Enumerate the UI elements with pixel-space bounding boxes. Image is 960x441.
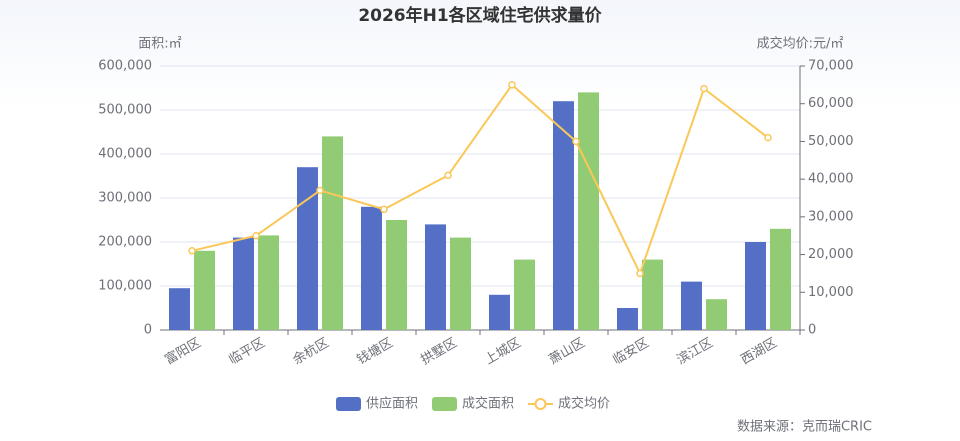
chart-title: 2026年H1各区域住宅供求量价	[358, 5, 602, 26]
bar	[770, 228, 791, 330]
x-tick-label: 上城区	[482, 336, 523, 368]
bar	[642, 259, 663, 330]
bar	[514, 259, 535, 330]
line-point	[636, 269, 644, 278]
source-note: 数据来源：克而瑞CRIC	[737, 420, 872, 435]
legend-label: 成交面积	[462, 396, 514, 412]
x-tick-label: 临安区	[610, 336, 651, 368]
y2-tick-label: 10,000	[808, 285, 854, 300]
bar	[386, 220, 407, 330]
x-tick-label: 西湖区	[738, 336, 779, 368]
y-tick-label: 0	[144, 323, 152, 338]
bar	[297, 167, 318, 330]
line-point	[572, 137, 580, 146]
x-tick-label: 滨江区	[674, 335, 716, 368]
bar	[322, 136, 343, 330]
line	[191, 83, 769, 277]
bar	[258, 235, 279, 330]
line-point	[316, 186, 324, 195]
legend-label: 成交均价	[558, 396, 610, 412]
bar	[489, 294, 510, 330]
y-tick-label: 600,000	[98, 59, 152, 74]
x-tick-label: 萧山区	[546, 336, 587, 368]
bar	[194, 250, 215, 330]
y-tick-label: 300,000	[98, 191, 152, 206]
y-axis-label: 面积:㎡	[138, 37, 181, 52]
line-point	[188, 247, 196, 255]
x-tick-label: 临平区	[226, 336, 267, 368]
line-point	[700, 84, 708, 93]
x-tick-label: 拱墅区	[418, 336, 459, 368]
line-point	[444, 171, 452, 180]
line-point	[508, 81, 516, 89]
y2-tick-label: 50,000	[808, 134, 854, 149]
y-tick-label: 500,000	[98, 103, 152, 118]
y2-axis-label: 成交均价:元/㎡	[757, 36, 844, 52]
bar	[233, 237, 254, 330]
y2-tick-label: 60,000	[808, 96, 854, 111]
bar	[450, 237, 471, 330]
line-point	[252, 231, 260, 240]
bar	[578, 92, 599, 331]
legend-icon	[534, 398, 547, 410]
y-tick-label: 400,000	[98, 147, 152, 162]
y2-tick-label: 0	[808, 323, 816, 338]
bar	[425, 224, 446, 330]
bar	[617, 308, 638, 330]
legend-label: 供应面积	[366, 396, 418, 412]
legend-icon	[432, 397, 457, 411]
bar	[553, 101, 574, 330]
bar	[361, 206, 382, 330]
bar	[745, 242, 766, 330]
line-point	[764, 133, 772, 142]
x-tick-label: 余杭区	[290, 335, 332, 368]
y-tick-label: 100,000	[98, 279, 152, 294]
x-tick-label: 富阳区	[162, 335, 204, 368]
bar	[169, 288, 190, 330]
bar	[706, 299, 727, 330]
x-tick-label: 钱塘区	[354, 335, 396, 368]
y2-tick-label: 40,000	[808, 172, 854, 187]
line-point	[380, 205, 388, 214]
y-tick-label: 200,000	[98, 235, 152, 250]
bar	[681, 281, 702, 330]
y2-tick-label: 30,000	[808, 209, 854, 224]
y2-tick-label: 70,000	[808, 59, 854, 74]
legend-icon	[336, 397, 361, 411]
y2-tick-label: 20,000	[808, 247, 854, 262]
